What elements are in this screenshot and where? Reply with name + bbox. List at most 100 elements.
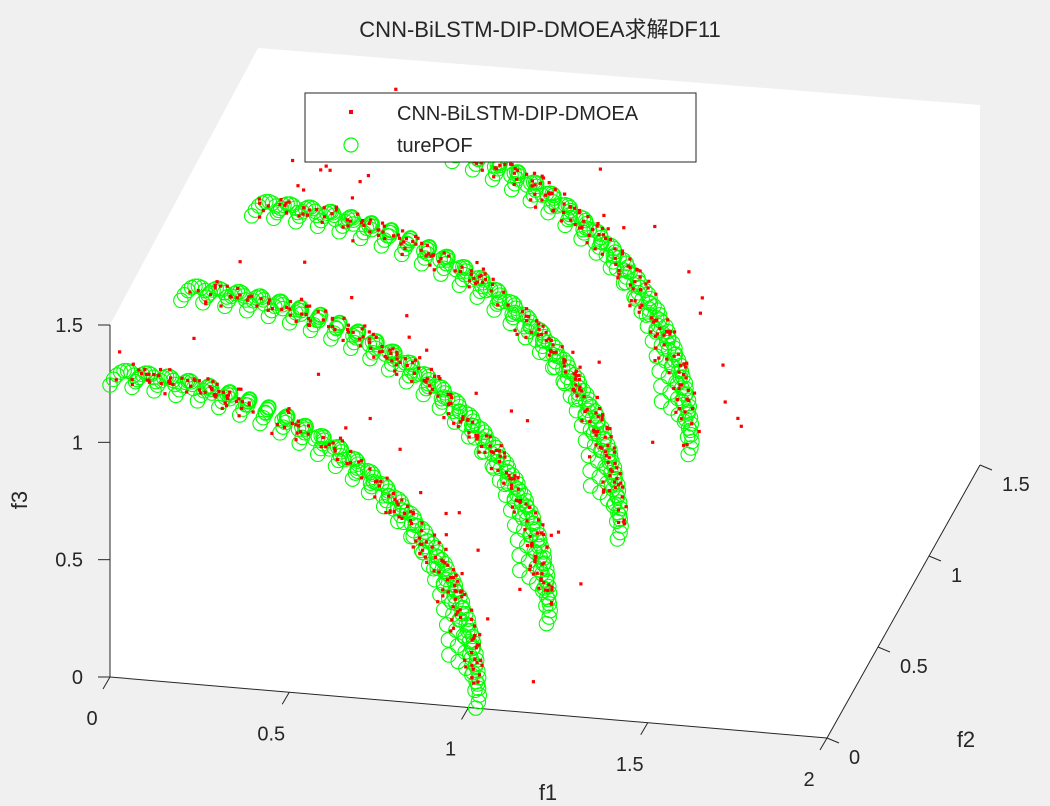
z-tick-label: 0 xyxy=(72,667,83,689)
algorithm-point xyxy=(288,307,292,311)
algorithm-point xyxy=(266,308,270,312)
algorithm-point xyxy=(666,329,670,334)
algorithm-point xyxy=(672,354,676,358)
algorithm-point xyxy=(595,395,599,399)
algorithm-point xyxy=(477,673,481,677)
algorithm-point xyxy=(446,563,450,567)
algorithm-point xyxy=(371,332,375,336)
algorithm-point xyxy=(356,212,360,216)
algorithm-point xyxy=(458,590,462,594)
algorithm-point xyxy=(218,284,223,288)
algorithm-point xyxy=(496,303,500,307)
algorithm-point xyxy=(406,504,410,508)
algorithm-point xyxy=(626,264,630,268)
pof-marker xyxy=(595,431,612,448)
algorithm-point xyxy=(270,307,274,311)
algorithm-point xyxy=(327,325,331,329)
algorithm-point xyxy=(328,168,332,172)
algorithm-point xyxy=(668,330,673,334)
algorithm-point xyxy=(488,435,492,439)
algorithm-point xyxy=(294,423,298,427)
algorithm-point xyxy=(547,191,551,195)
algorithm-point xyxy=(473,281,477,285)
algorithm-point xyxy=(596,222,600,226)
algorithm-point xyxy=(433,374,437,378)
pof-marker xyxy=(239,397,256,413)
algorithm-point xyxy=(651,320,656,324)
pof-marker xyxy=(416,243,432,260)
algorithm-point xyxy=(470,638,474,642)
algorithm-point xyxy=(474,646,478,650)
algorithm-point xyxy=(692,391,697,395)
algorithm-point xyxy=(398,360,402,364)
algorithm-point xyxy=(307,323,312,327)
algorithm-point xyxy=(169,376,173,380)
pof-marker xyxy=(541,596,558,612)
algorithm-point xyxy=(409,510,413,514)
algorithm-point xyxy=(454,573,458,577)
algorithm-point xyxy=(403,246,407,250)
algorithm-point xyxy=(679,417,683,421)
algorithm-point xyxy=(593,247,597,251)
algorithm-point xyxy=(446,590,450,594)
algorithm-point xyxy=(210,388,214,392)
algorithm-point xyxy=(392,509,396,513)
algorithm-point xyxy=(476,548,480,552)
algorithm-point xyxy=(419,529,423,533)
algorithm-point xyxy=(509,409,513,413)
algorithm-point xyxy=(539,577,543,581)
pof-marker xyxy=(612,500,629,517)
algorithm-point xyxy=(542,561,546,565)
algorithm-point xyxy=(658,326,662,330)
pof-marker xyxy=(571,391,587,407)
algorithm-point xyxy=(377,484,381,488)
algorithm-point xyxy=(394,87,398,91)
algorithm-point xyxy=(528,568,532,572)
algorithm-point xyxy=(280,307,284,311)
algorithm-point xyxy=(140,371,144,376)
algorithm-point xyxy=(214,393,218,397)
pof-marker xyxy=(362,475,379,491)
algorithm-point xyxy=(266,301,271,305)
algorithm-point xyxy=(286,409,290,413)
algorithm-point xyxy=(237,414,241,418)
algorithm-point xyxy=(549,602,553,606)
algorithm-point xyxy=(226,393,230,397)
algorithm-point xyxy=(600,446,604,450)
algorithm-point xyxy=(531,680,535,684)
pof-marker xyxy=(641,294,657,311)
algorithm-point xyxy=(449,576,453,580)
algorithm-point xyxy=(539,531,544,535)
pof-marker xyxy=(116,362,132,379)
algorithm-point xyxy=(535,531,540,535)
algorithm-point xyxy=(597,233,601,237)
algorithm-point xyxy=(549,533,553,537)
pof-marker xyxy=(532,549,548,565)
algorithm-point xyxy=(247,401,251,405)
algorithm-point xyxy=(379,479,383,484)
pof-marker xyxy=(448,393,464,409)
algorithm-point xyxy=(367,330,371,334)
algorithm-point xyxy=(345,327,350,331)
algorithm-point xyxy=(130,377,134,381)
algorithm-point xyxy=(238,260,242,264)
algorithm-point xyxy=(478,633,482,637)
algorithm-point xyxy=(453,589,457,593)
pof-marker xyxy=(282,196,298,212)
algorithm-point xyxy=(474,434,478,438)
algorithm-point xyxy=(601,490,605,494)
algorithm-point xyxy=(403,357,407,361)
algorithm-point xyxy=(571,387,575,392)
pof-marker xyxy=(289,204,306,221)
algorithm-point xyxy=(525,419,530,423)
algorithm-point xyxy=(168,368,172,372)
algorithm-point xyxy=(451,605,455,609)
algorithm-point xyxy=(506,303,510,307)
pof-marker xyxy=(523,175,539,191)
algorithm-point xyxy=(550,600,554,605)
algorithm-point xyxy=(573,206,577,210)
algorithm-point xyxy=(678,383,682,387)
algorithm-point xyxy=(307,316,311,321)
algorithm-point xyxy=(456,424,460,428)
algorithm-point xyxy=(543,193,547,197)
